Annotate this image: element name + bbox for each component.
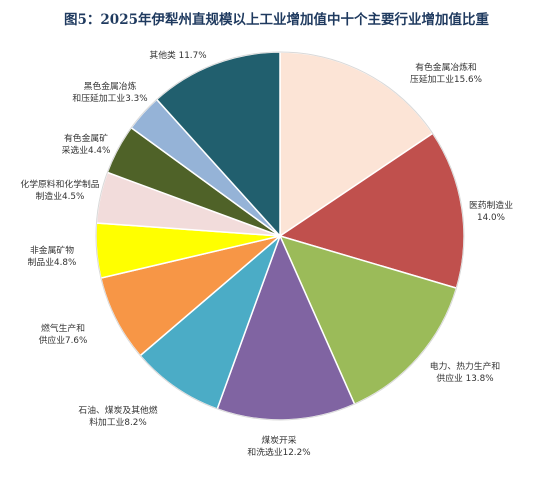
slice-label-line: 有色金属冶炼和	[415, 61, 477, 73]
slice-label-line: 制造业4.5%	[36, 190, 85, 202]
slice-label-line: 燃气生产和	[41, 322, 85, 334]
slice-label-5: 燃气生产和供应业7.6%	[39, 322, 88, 346]
slice-label-line: 非金属矿物	[30, 244, 74, 256]
slice-label-line: 和压延加工业3.3%	[72, 92, 147, 104]
slice-label-line: 黑色金属冶炼	[84, 80, 137, 92]
slice-label-line: 料加工业8.2%	[89, 416, 147, 428]
slice-label-line: 和洗选业12.2%	[247, 446, 310, 458]
slice-label-line: 供应业7.6%	[39, 334, 88, 346]
pie-outline	[95, 51, 465, 421]
slice-label-4: 石油、煤炭及其他燃料加工业8.2%	[78, 404, 157, 428]
slice-label-line: 医药制造业	[469, 199, 513, 211]
slice-label-0: 有色金属冶炼和压延加工业15.6%	[410, 61, 482, 85]
chart-title: 图5：2025年伊犁州直规模以上工业增加值中十个主要行业增加值比重	[64, 12, 489, 28]
slice-label-7: 化学原料和化学制品制造业4.5%	[20, 178, 99, 202]
slice-label-6: 非金属矿物制品业4.8%	[28, 244, 77, 268]
slice-label-line: 煤炭开采	[261, 434, 296, 446]
slice-label-line: 化学原料和化学制品	[20, 178, 99, 190]
slice-label-3: 煤炭开采和洗选业12.2%	[247, 434, 310, 458]
slice-label-line: 供应业 13.8%	[436, 372, 493, 384]
slice-label-2: 电力、热力生产和供应业 13.8%	[430, 360, 500, 384]
slice-label-10: 其他类 11.7%	[149, 49, 206, 61]
slice-label-line: 其他类 11.7%	[149, 49, 206, 61]
slice-label-line: 采选业4.4%	[62, 144, 111, 156]
slice-label-line: 14.0%	[477, 213, 505, 223]
slice-label-9: 黑色金属冶炼和压延加工业3.3%	[72, 80, 147, 104]
slice-label-line: 电力、热力生产和	[430, 360, 500, 372]
slice-label-line: 石油、煤炭及其他燃	[78, 404, 157, 416]
slice-label-line: 有色金属矿	[64, 132, 108, 144]
slice-label-8: 有色金属矿采选业4.4%	[62, 132, 111, 156]
slice-label-1: 医药制造业 14.0%	[469, 199, 513, 223]
slice-label-line: 制品业4.8%	[28, 256, 77, 268]
slice-label-line: 压延加工业15.6%	[410, 73, 482, 85]
